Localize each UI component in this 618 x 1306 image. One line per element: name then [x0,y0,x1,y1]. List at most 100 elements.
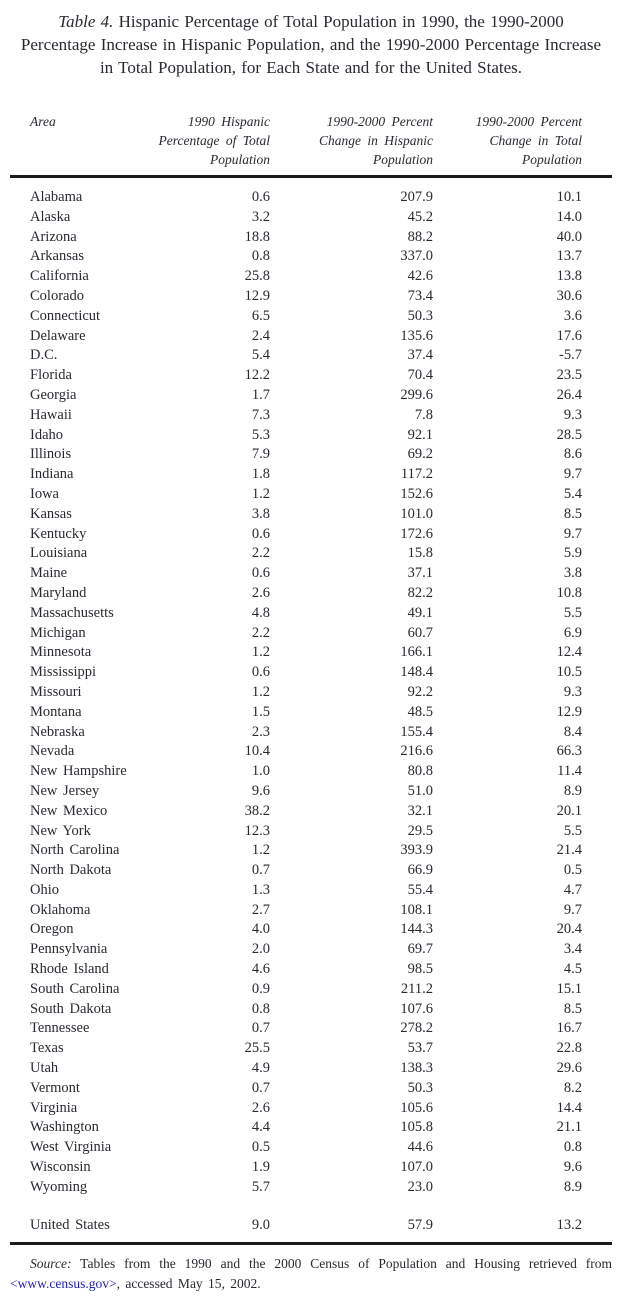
value-cell: 53.7 [407,1040,433,1057]
value-cell: 3.4 [563,941,582,958]
value-cell: 2.0 [251,941,270,958]
value-cell: 9.6 [563,1159,582,1176]
value-cell: 70.4 [407,367,433,384]
value-cell: 45.2 [407,208,433,225]
census-gov-link[interactable]: <www.census.gov> [10,1275,117,1291]
value-cell: 15.8 [407,545,433,562]
header-row: Area 1990 Hispanic Percentage of Total P… [10,112,612,178]
spacer-cell [582,247,612,267]
table-row: Utah 4.9 138.3 29.6 [10,1059,612,1079]
spacer-cell [582,208,612,228]
value-cell: 37.4 [407,347,433,364]
value-cell: 15.1 [556,980,582,997]
value-cell: 9.7 [563,525,582,542]
table-row: Minnesota 1.2 166.1 12.4 [10,643,612,663]
value-cell: 0.7 [251,1079,270,1096]
table-row: New Hampshire 1.0 80.8 11.4 [10,762,612,782]
value-cell: 12.9 [244,287,270,304]
value-cell: 14.0 [556,208,582,225]
spacer-cell [582,822,612,842]
spacer-cell [582,505,612,525]
table-row: Washington 4.4 105.8 21.1 [10,1118,612,1138]
value-cell: 2.2 [251,545,270,562]
value-cell: 1.2 [251,485,270,502]
value-cell: 278.2 [400,1020,433,1037]
value-cell: 21.1 [556,1119,582,1136]
value-cell: 0.7 [251,1020,270,1037]
value-cell: 50.3 [407,307,433,324]
value-cell: 8.9 [563,1178,582,1195]
value-cell: 8.5 [563,505,582,522]
spacer-cell [582,584,612,604]
value-cell: 69.2 [407,446,433,463]
value-cell: 3.8 [563,565,582,582]
value-cell: 5.7 [251,1178,270,1195]
area-cell: Oregon [30,921,74,938]
table-row: Rhode Island 4.6 98.5 4.5 [10,960,612,980]
spacer-cell [582,1059,612,1079]
col-header-area: Area [10,112,140,178]
value-cell: 2.3 [251,723,270,740]
area-cell: Delaware [30,327,86,344]
spacer-cell [582,445,612,465]
area-cell: Iowa [30,485,59,502]
spacer-cell [582,762,612,782]
value-cell: 92.1 [407,426,433,443]
area-cell: Idaho [30,426,64,443]
value-cell: 1.2 [251,683,270,700]
table-row: Maine 0.6 37.1 3.8 [10,564,612,584]
table-row: Alaska 3.2 45.2 14.0 [10,208,612,228]
area-cell: Nevada [30,743,75,760]
area-cell: Massachusetts [30,604,114,621]
table-row: Nevada 10.4 216.6 66.3 [10,742,612,762]
col-header-total-change: 1990-2000 Percent Change in Total Popula… [433,112,582,178]
value-cell: 1.3 [251,881,270,898]
table-row: Kansas 3.8 101.0 8.5 [10,505,612,525]
value-cell: 0.5 [563,862,582,879]
value-cell: 0.6 [251,525,270,542]
united-states-row: United States 9.0 57.9 13.2 [10,1197,612,1246]
value-cell: 148.4 [400,664,433,681]
value-cell: 10.5 [556,664,582,681]
value-cell: 1.7 [251,386,270,403]
area-cell: Pennsylvania [30,941,108,958]
value-cell: 1.9 [251,1159,270,1176]
table-row: Maryland 2.6 82.2 10.8 [10,584,612,604]
value-cell: 21.4 [556,842,582,859]
spacer-cell [582,366,612,386]
spacer-cell [582,604,612,624]
value-cell: 37.1 [407,565,433,582]
area-cell: Tennessee [30,1020,90,1037]
value-cell: 1.0 [251,763,270,780]
value-cell: 0.6 [251,565,270,582]
value-cell: 4.9 [251,1060,270,1077]
area-cell: Missouri [30,683,82,700]
value-cell: 144.3 [400,921,433,938]
area-cell: D.C. [30,347,58,364]
spacer-cell [582,940,612,960]
value-cell: 5.5 [563,604,582,621]
table-row: Illinois 7.9 69.2 8.6 [10,445,612,465]
value-cell: 88.2 [407,228,433,245]
source-line-1: Source: Tables from the 1990 and the 200… [10,1254,612,1274]
spacer-cell [582,327,612,347]
table-row: Massachusetts 4.8 49.1 5.5 [10,604,612,624]
value-cell: 9.3 [563,406,582,423]
area-cell: Michigan [30,624,86,641]
value-cell: 29.5 [407,822,433,839]
table-row: Wisconsin 1.9 107.0 9.6 [10,1158,612,1178]
value-cell: 80.8 [407,763,433,780]
value-cell: 0.8 [563,1139,582,1156]
table-row: North Dakota 0.7 66.9 0.5 [10,861,612,881]
value-cell: -5.7 [559,347,582,364]
spacer-cell [582,267,612,287]
value-cell: 5.4 [251,347,270,364]
value-cell: 26.4 [556,386,582,403]
value-cell: 1.2 [251,644,270,661]
value-cell: 12.4 [556,644,582,661]
table-row: Louisiana 2.2 15.8 5.9 [10,544,612,564]
table-row: New Mexico 38.2 32.1 20.1 [10,802,612,822]
value-cell: 14.4 [556,1099,582,1116]
table-row: Kentucky 0.6 172.6 9.7 [10,525,612,545]
area-cell: Arkansas [30,248,84,265]
